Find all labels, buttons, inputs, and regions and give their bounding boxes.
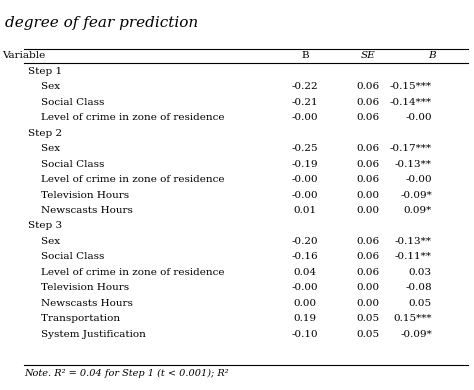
Text: -0.09*: -0.09*	[400, 190, 432, 200]
Text: degree of fear prediction: degree of fear prediction	[5, 16, 198, 30]
Text: -0.00: -0.00	[405, 175, 432, 184]
Text: 0.01: 0.01	[293, 206, 317, 215]
Text: Social Class: Social Class	[28, 160, 105, 168]
Text: SE: SE	[361, 51, 376, 60]
Text: -0.00: -0.00	[405, 113, 432, 122]
Text: -0.17***: -0.17***	[390, 144, 432, 153]
Text: -0.15***: -0.15***	[390, 82, 432, 91]
Text: -0.25: -0.25	[292, 144, 318, 153]
Text: 0.00: 0.00	[357, 299, 380, 308]
Text: -0.13**: -0.13**	[395, 237, 432, 246]
Text: 0.00: 0.00	[357, 190, 380, 200]
Text: 0.05: 0.05	[357, 314, 380, 323]
Text: Social Class: Social Class	[28, 252, 105, 261]
Text: Sex: Sex	[28, 82, 61, 91]
Text: Social Class: Social Class	[28, 98, 105, 106]
Text: -0.09*: -0.09*	[400, 330, 432, 339]
Text: Transportation: Transportation	[28, 314, 120, 323]
Text: Sex: Sex	[28, 144, 61, 153]
Text: B: B	[428, 51, 436, 60]
Text: Newscasts Hours: Newscasts Hours	[28, 299, 133, 308]
Text: Television Hours: Television Hours	[28, 284, 129, 292]
Text: B: B	[301, 51, 309, 60]
Text: Level of crime in zone of residence: Level of crime in zone of residence	[28, 268, 225, 277]
Text: 0.09*: 0.09*	[403, 206, 432, 215]
Text: -0.13**: -0.13**	[395, 160, 432, 168]
Text: 0.00: 0.00	[357, 284, 380, 292]
Text: -0.14***: -0.14***	[390, 98, 432, 106]
Text: -0.20: -0.20	[292, 237, 318, 246]
Text: 0.06: 0.06	[357, 113, 380, 122]
Text: Variable: Variable	[2, 51, 46, 60]
Text: 0.06: 0.06	[357, 144, 380, 153]
Text: Level of crime in zone of residence: Level of crime in zone of residence	[28, 113, 225, 122]
Text: 0.05: 0.05	[409, 299, 432, 308]
Text: -0.11**: -0.11**	[395, 252, 432, 261]
Text: 0.19: 0.19	[293, 314, 317, 323]
Text: 0.06: 0.06	[357, 98, 380, 106]
Text: -0.22: -0.22	[292, 82, 318, 91]
Text: -0.00: -0.00	[292, 113, 318, 122]
Text: 0.06: 0.06	[357, 82, 380, 91]
Text: -0.19: -0.19	[292, 160, 318, 168]
Text: 0.05: 0.05	[357, 330, 380, 339]
Text: Television Hours: Television Hours	[28, 190, 129, 200]
Text: Step 1: Step 1	[28, 67, 63, 76]
Text: 0.00: 0.00	[293, 299, 317, 308]
Text: 0.04: 0.04	[293, 268, 317, 277]
Text: -0.00: -0.00	[292, 175, 318, 184]
Text: System Justification: System Justification	[28, 330, 146, 339]
Text: Sex: Sex	[28, 237, 61, 246]
Text: -0.00: -0.00	[292, 284, 318, 292]
Text: Step 2: Step 2	[28, 129, 63, 138]
Text: -0.21: -0.21	[292, 98, 318, 106]
Text: -0.16: -0.16	[292, 252, 318, 261]
Text: -0.08: -0.08	[405, 284, 432, 292]
Text: 0.06: 0.06	[357, 252, 380, 261]
Text: 0.06: 0.06	[357, 160, 380, 168]
Text: -0.10: -0.10	[292, 330, 318, 339]
Text: 0.06: 0.06	[357, 237, 380, 246]
Text: 0.00: 0.00	[357, 206, 380, 215]
Text: 0.15***: 0.15***	[393, 314, 432, 323]
Text: Step 3: Step 3	[28, 222, 63, 230]
Text: -0.00: -0.00	[292, 190, 318, 200]
Text: Note. R² = 0.04 for Step 1 (t < 0.001); R²: Note. R² = 0.04 for Step 1 (t < 0.001); …	[24, 369, 228, 378]
Text: Level of crime in zone of residence: Level of crime in zone of residence	[28, 175, 225, 184]
Text: Newscasts Hours: Newscasts Hours	[28, 206, 133, 215]
Text: 0.03: 0.03	[409, 268, 432, 277]
Text: 0.06: 0.06	[357, 175, 380, 184]
Text: 0.06: 0.06	[357, 268, 380, 277]
